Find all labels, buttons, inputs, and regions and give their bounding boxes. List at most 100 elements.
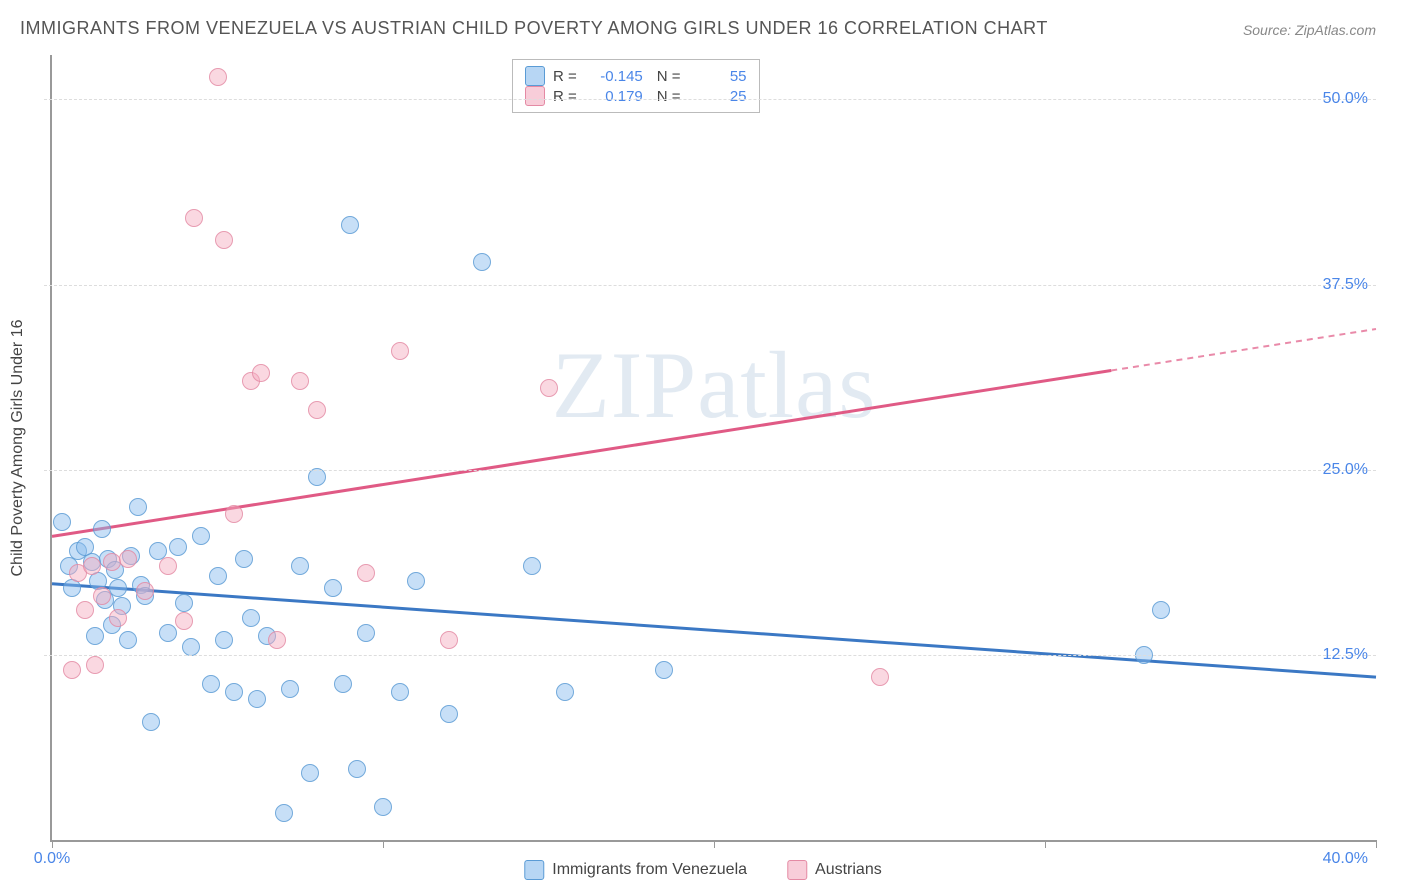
scatter-point-austrians (83, 557, 101, 575)
scatter-point-venezuela (291, 557, 309, 575)
legend-label: Austrians (815, 861, 882, 879)
scatter-point-venezuela (142, 713, 160, 731)
scatter-point-austrians (268, 631, 286, 649)
legend-n-label: N = (657, 68, 681, 85)
legend-swatch-blue (524, 860, 544, 880)
scatter-point-venezuela (324, 579, 342, 597)
scatter-point-venezuela (407, 572, 425, 590)
scatter-point-venezuela (175, 594, 193, 612)
scatter-point-venezuela (235, 550, 253, 568)
legend-row-austrians: R = 0.179 N = 25 (525, 86, 747, 106)
scatter-point-venezuela (374, 798, 392, 816)
scatter-point-venezuela (348, 760, 366, 778)
scatter-point-venezuela (192, 527, 210, 545)
chart-plot-area: Child Poverty Among Girls Under 16 ZIPat… (50, 55, 1376, 842)
scatter-point-austrians (391, 342, 409, 360)
scatter-point-austrians (76, 601, 94, 619)
scatter-point-austrians (440, 631, 458, 649)
scatter-point-venezuela (215, 631, 233, 649)
legend-r-value: -0.145 (585, 68, 643, 85)
scatter-point-venezuela (53, 513, 71, 531)
x-tick (52, 840, 53, 848)
scatter-point-venezuela (225, 683, 243, 701)
scatter-point-austrians (136, 582, 154, 600)
scatter-point-venezuela (301, 764, 319, 782)
scatter-point-venezuela (93, 520, 111, 538)
scatter-layer (52, 55, 1376, 840)
chart-title: IMMIGRANTS FROM VENEZUELA VS AUSTRIAN CH… (20, 18, 1048, 39)
legend-swatch-pink (787, 860, 807, 880)
scatter-point-venezuela (275, 804, 293, 822)
gridline (44, 655, 1376, 656)
legend-r-value: 0.179 (585, 88, 643, 105)
legend-item-venezuela: Immigrants from Venezuela (524, 860, 747, 880)
scatter-point-venezuela (357, 624, 375, 642)
series-legend: Immigrants from Venezuela Austrians (524, 860, 881, 880)
scatter-point-venezuela (129, 498, 147, 516)
scatter-point-venezuela (242, 609, 260, 627)
scatter-point-venezuela (655, 661, 673, 679)
scatter-point-austrians (159, 557, 177, 575)
scatter-point-austrians (86, 656, 104, 674)
scatter-point-venezuela (391, 683, 409, 701)
scatter-point-venezuela (109, 579, 127, 597)
x-tick-label-left: 0.0% (34, 850, 70, 868)
scatter-point-austrians (63, 661, 81, 679)
scatter-point-venezuela (248, 690, 266, 708)
gridline (44, 99, 1376, 100)
scatter-point-austrians (109, 609, 127, 627)
x-tick (714, 840, 715, 848)
legend-row-venezuela: R = -0.145 N = 55 (525, 66, 747, 86)
scatter-point-austrians (540, 379, 558, 397)
scatter-point-venezuela (169, 538, 187, 556)
scatter-point-venezuela (341, 216, 359, 234)
legend-label: Immigrants from Venezuela (552, 861, 747, 879)
y-tick-label: 50.0% (1323, 90, 1368, 108)
legend-n-value: 55 (689, 68, 747, 85)
scatter-point-austrians (215, 231, 233, 249)
scatter-point-venezuela (281, 680, 299, 698)
scatter-point-austrians (871, 668, 889, 686)
scatter-point-venezuela (209, 567, 227, 585)
scatter-point-austrians (308, 401, 326, 419)
scatter-point-venezuela (1152, 601, 1170, 619)
legend-n-value: 25 (689, 88, 747, 105)
legend-swatch-pink (525, 86, 545, 106)
scatter-point-venezuela (119, 631, 137, 649)
source-attribution: Source: ZipAtlas.com (1243, 22, 1376, 38)
x-tick (1045, 840, 1046, 848)
scatter-point-venezuela (473, 253, 491, 271)
scatter-point-venezuela (182, 638, 200, 656)
scatter-point-venezuela (334, 675, 352, 693)
scatter-point-austrians (357, 564, 375, 582)
legend-swatch-blue (525, 66, 545, 86)
y-axis-title: Child Poverty Among Girls Under 16 (9, 319, 27, 576)
scatter-point-austrians (103, 553, 121, 571)
scatter-point-austrians (185, 209, 203, 227)
scatter-point-venezuela (202, 675, 220, 693)
scatter-point-venezuela (86, 627, 104, 645)
scatter-point-austrians (93, 587, 111, 605)
scatter-point-austrians (225, 505, 243, 523)
scatter-point-austrians (291, 372, 309, 390)
scatter-point-venezuela (556, 683, 574, 701)
scatter-point-austrians (175, 612, 193, 630)
x-tick-label-right: 40.0% (1323, 850, 1368, 868)
scatter-point-venezuela (440, 705, 458, 723)
x-tick (383, 840, 384, 848)
gridline (44, 470, 1376, 471)
scatter-point-venezuela (159, 624, 177, 642)
legend-n-label: N = (657, 88, 681, 105)
y-tick-label: 25.0% (1323, 461, 1368, 479)
y-tick-label: 12.5% (1323, 646, 1368, 664)
y-tick-label: 37.5% (1323, 276, 1368, 294)
gridline (44, 285, 1376, 286)
x-tick (1376, 840, 1377, 848)
scatter-point-austrians (119, 550, 137, 568)
scatter-point-austrians (252, 364, 270, 382)
legend-item-austrians: Austrians (787, 860, 882, 880)
legend-r-label: R = (553, 68, 577, 85)
scatter-point-austrians (209, 68, 227, 86)
scatter-point-venezuela (308, 468, 326, 486)
legend-r-label: R = (553, 88, 577, 105)
